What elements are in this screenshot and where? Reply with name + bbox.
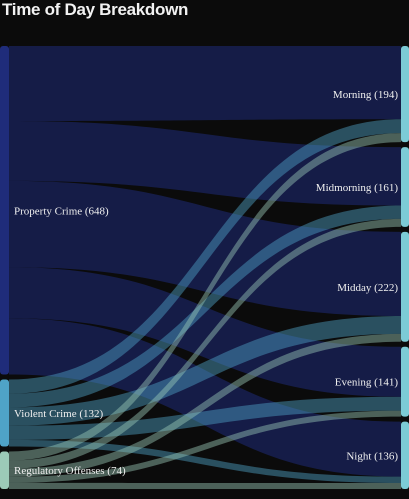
chart-title: Time of Day Breakdown (2, 0, 189, 19)
link-regulatory-offenses-to-evening (9, 410, 401, 483)
source-node-property-crime (0, 46, 9, 375)
link-property-crime-to-morning (9, 46, 401, 122)
target-label-night: Night (136) (346, 450, 398, 462)
link-violent-crime-to-midmorning (9, 205, 401, 408)
link-violent-crime-to-night (9, 439, 401, 484)
target-node-evening (401, 346, 409, 417)
target-label-midmorning: Midmorning (161) (316, 182, 399, 194)
link-property-crime-to-midmorning (9, 121, 401, 206)
target-node-night (401, 421, 409, 489)
link-property-crime-to-night (9, 318, 401, 477)
target-node-midmorning (401, 147, 409, 227)
target-node-midday (401, 231, 409, 342)
source-node-violent-crime (0, 379, 9, 447)
link-regulatory-offenses-to-midmorning (9, 218, 401, 469)
target-label-evening: Evening (141) (335, 377, 399, 389)
target-label-midday: Midday (222) (337, 282, 398, 294)
link-regulatory-offenses-to-midday (9, 333, 401, 477)
link-property-crime-to-evening (9, 267, 401, 397)
link-violent-crime-to-morning (9, 119, 401, 394)
source-label-regulatory-offenses: Regulatory Offenses (74) (14, 465, 126, 477)
link-property-crime-to-midday (9, 180, 401, 317)
link-regulatory-offenses-to-morning (9, 133, 401, 461)
link-violent-crime-to-midday (9, 316, 401, 426)
link-regulatory-offenses-to-night (9, 482, 401, 489)
source-label-violent-crime: Violent Crime (132) (14, 408, 103, 420)
links (9, 46, 401, 489)
source-label-property-crime: Property Crime (648) (14, 205, 109, 217)
target-node-morning (401, 46, 409, 143)
source-node-regulatory-offenses (0, 451, 9, 489)
target-label-morning: Morning (194) (333, 89, 398, 101)
link-violent-crime-to-evening (9, 396, 401, 440)
